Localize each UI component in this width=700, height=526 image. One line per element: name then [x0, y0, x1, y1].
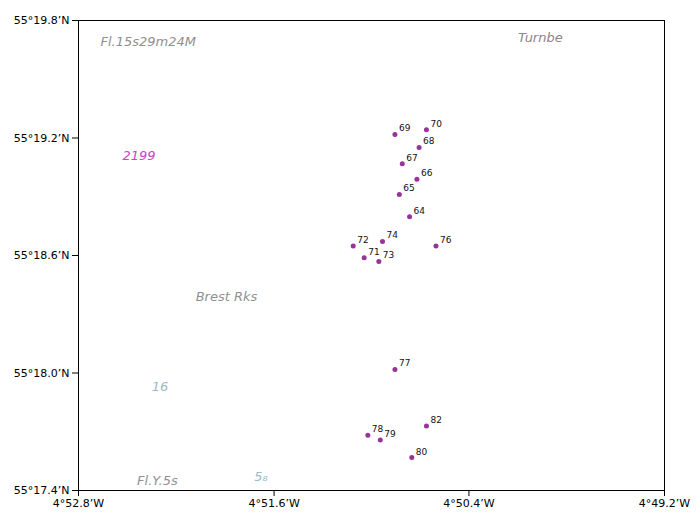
svg-text:4°50.4’W: 4°50.4’W — [443, 497, 494, 510]
svg-text:65: 65 — [403, 183, 414, 193]
svg-text:82: 82 — [430, 415, 441, 425]
svg-text:71: 71 — [368, 247, 379, 257]
svg-text:55°19.2’N: 55°19.2’N — [14, 132, 70, 145]
svg-text:76: 76 — [440, 235, 452, 245]
svg-text:55°17.4’N: 55°17.4’N — [14, 484, 70, 497]
svg-text:80: 80 — [416, 447, 428, 457]
svg-text:66: 66 — [421, 168, 433, 178]
svg-text:79: 79 — [384, 429, 396, 439]
svg-text:Brest Rks: Brest Rks — [196, 289, 258, 304]
svg-text:73: 73 — [383, 250, 394, 260]
svg-text:Fl.Y.5s: Fl.Y.5s — [137, 473, 178, 488]
svg-text:2199: 2199 — [122, 148, 155, 163]
svg-text:Turnbe: Turnbe — [518, 30, 563, 45]
svg-text:16: 16 — [152, 379, 169, 394]
svg-text:4°51.6’W: 4°51.6’W — [248, 497, 299, 510]
svg-text:4°52.8’W: 4°52.8’W — [53, 497, 104, 510]
svg-text:4°49.2’W: 4°49.2’W — [639, 497, 690, 510]
svg-text:5₈: 5₈ — [254, 469, 267, 484]
svg-text:55°19.8’N: 55°19.8’N — [14, 14, 70, 27]
svg-text:77: 77 — [399, 358, 410, 368]
svg-text:68: 68 — [423, 136, 435, 146]
svg-text:55°18.6’N: 55°18.6’N — [14, 249, 70, 262]
svg-text:Fl.15s29m24M: Fl.15s29m24M — [100, 34, 196, 49]
svg-text:70: 70 — [430, 119, 442, 129]
svg-text:69: 69 — [399, 123, 411, 133]
svg-text:55°18.0’N: 55°18.0’N — [14, 367, 70, 380]
svg-text:72: 72 — [357, 235, 368, 245]
svg-text:67: 67 — [406, 153, 417, 163]
svg-text:78: 78 — [372, 424, 384, 434]
svg-text:64: 64 — [414, 206, 426, 216]
svg-text:74: 74 — [386, 230, 398, 240]
